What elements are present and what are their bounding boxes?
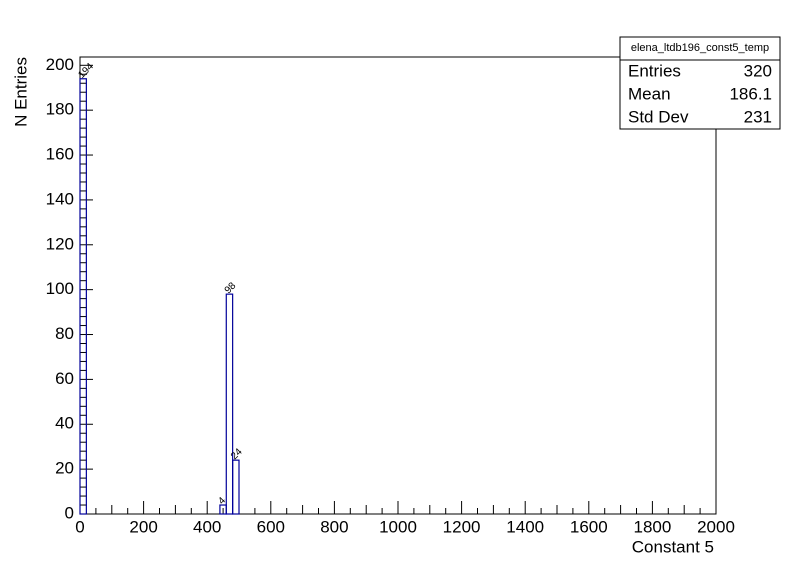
x-tick-label: 400 [193, 517, 221, 536]
stats-label: Mean [628, 84, 671, 103]
stats-label: Entries [628, 61, 681, 80]
bar [79, 78, 87, 515]
stats-title: elena_ltdb196_const5_temp [631, 42, 769, 54]
x-tick-label: 1200 [443, 517, 481, 536]
y-tick-label: 200 [46, 55, 74, 74]
y-tick-label: 40 [55, 414, 74, 433]
y-tick-label: 140 [46, 189, 74, 208]
x-tick-label: 2000 [697, 517, 735, 536]
x-tick-label: 1400 [506, 517, 544, 536]
x-tick-label: 1600 [570, 517, 608, 536]
x-tick-label: 0 [75, 517, 84, 536]
stats-label: Std Dev [628, 107, 689, 126]
y-tick-label: 0 [65, 503, 74, 522]
x-axis-title: Constant 5 [632, 537, 714, 556]
stats-value: 186.1 [729, 84, 772, 103]
y-tick-label: 120 [46, 234, 74, 253]
y-tick-label: 20 [55, 459, 74, 478]
bar [225, 293, 234, 515]
y-tick-label: 160 [46, 145, 74, 164]
stats-box [619, 36, 781, 130]
stats-value: 231 [744, 107, 772, 126]
y-tick-label: 100 [46, 279, 74, 298]
y-tick-label: 60 [55, 369, 74, 388]
x-tick-label: 600 [257, 517, 285, 536]
y-tick-label: 80 [55, 324, 74, 343]
x-tick-label: 200 [129, 517, 157, 536]
stats-value: 320 [744, 61, 772, 80]
y-tick-label: 180 [46, 100, 74, 119]
x-tick-label: 1800 [633, 517, 671, 536]
x-tick-label: 1000 [379, 517, 417, 536]
y-axis-title: N Entries [11, 57, 30, 127]
x-tick-label: 800 [320, 517, 348, 536]
bar [232, 459, 240, 515]
